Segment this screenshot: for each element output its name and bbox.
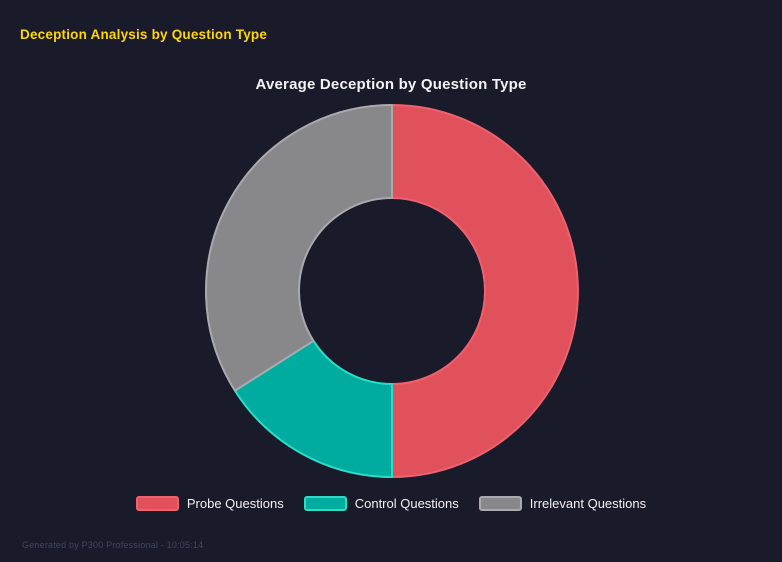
footer-note: Generated by P300 Professional - 10:05:1… [22,540,204,550]
legend-item-control: Control Questions [303,496,459,511]
legend-label-probe: Probe Questions [186,496,284,511]
legend-swatch-probe [135,496,179,511]
donut-slice-1 [233,339,393,478]
donut-chart [205,104,579,478]
chart-title: Average Deception by Question Type [255,76,527,93]
legend-label-irrelevant: Irrelevant Questions [529,496,647,511]
legend-label-control: Control Questions [354,496,459,511]
legend-swatch-control [303,496,347,511]
chart-legend: Probe Questions Control Questions Irrele… [0,496,782,511]
legend-swatch-irrelevant [478,496,522,511]
donut-slice-0 [391,104,579,478]
page-title: Deception Analysis by Question Type [20,27,268,42]
donut-slice-2 [205,104,393,392]
legend-item-probe: Probe Questions [135,496,284,511]
legend-item-irrelevant: Irrelevant Questions [478,496,647,511]
